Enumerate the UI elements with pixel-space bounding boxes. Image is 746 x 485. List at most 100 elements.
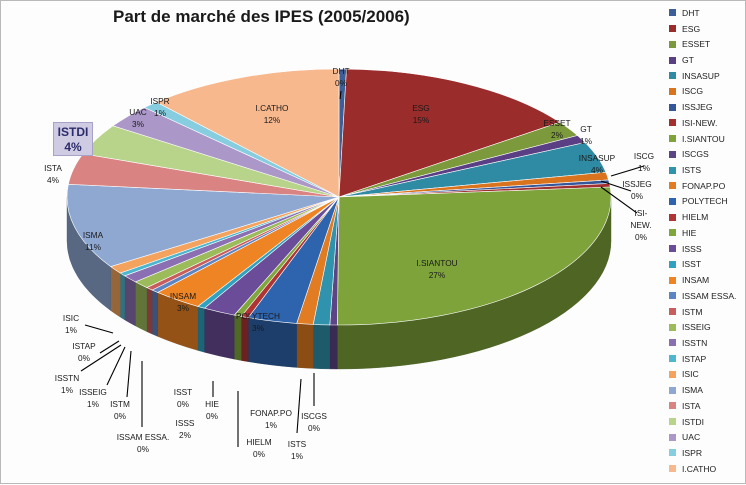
slice-label: I.SIANTOU 27% (416, 258, 457, 280)
legend-label: ESG (682, 23, 701, 34)
slice-label: ISTS 1% (288, 439, 307, 461)
legend-swatch (669, 87, 676, 95)
legend-item: FONAP.PO (669, 178, 745, 194)
slice-label: INSASUP 4% (579, 153, 616, 175)
legend-item: UAC (669, 429, 745, 445)
legend-swatch (669, 56, 676, 64)
slice-side (329, 324, 338, 370)
legend-label: ISTS (682, 165, 702, 176)
slice-label: ISCGS 0% (301, 411, 327, 433)
legend-label: UAC (682, 432, 701, 443)
legend-item: ISSEIG (669, 319, 745, 335)
slice-side (135, 281, 148, 332)
legend-item: ISSAM ESSA. (669, 288, 745, 304)
legend-item: I.CATHO (669, 461, 745, 477)
legend-label: ESSET (682, 39, 711, 50)
legend-label: INSAM (682, 275, 710, 286)
legend-swatch (669, 135, 676, 143)
slice-label: ISSJEG 0% (622, 179, 652, 201)
legend-label: ISTDI (682, 416, 704, 427)
legend-swatch (669, 40, 676, 48)
legend-swatch (669, 276, 676, 284)
slice-side (119, 272, 125, 321)
leader-line (600, 186, 638, 214)
legend-label: INSASUP (682, 70, 720, 81)
legend-item: GT (669, 52, 745, 68)
slice-label: HIELM 0% (246, 437, 271, 459)
legend-label: ISCGS (682, 149, 709, 160)
legend-swatch (669, 370, 676, 378)
slice-label: ISSTN 1% (55, 373, 79, 395)
slice-label: ISCG 1% (634, 151, 654, 173)
legend-label: GT (682, 55, 694, 66)
legend-swatch (669, 25, 676, 33)
slice-label: ISST 0% (174, 387, 192, 409)
legend-item: ESSET (669, 36, 745, 52)
legend-label: DHT (682, 7, 700, 18)
istdi-callout-value: 4% (64, 140, 82, 154)
legend-label: ISIC (682, 369, 699, 380)
legend-label: ISSEIG (682, 322, 711, 333)
slice-side (241, 316, 249, 362)
legend-item: ISSJEG (669, 99, 745, 115)
legend-label: ISI-NEW. (682, 117, 718, 128)
slice-side (204, 307, 235, 360)
legend-swatch (669, 292, 676, 300)
legend-item: INSAM (669, 272, 745, 288)
slice-label: ISI-NEW. 0% (630, 208, 651, 242)
legend-swatch (669, 260, 676, 268)
legend-item: I.SIANTOU (669, 131, 745, 147)
legend-swatch (669, 449, 676, 457)
slice-label: FONAP.PO 1% (250, 408, 292, 430)
slice-side (234, 314, 242, 361)
legend-swatch (669, 402, 676, 410)
slice-side (146, 287, 153, 335)
slice-label: ISSS 2% (176, 418, 195, 440)
legend-label: ISMA (682, 385, 704, 396)
slice-side (110, 266, 121, 318)
legend-label: I.SIANTOU (682, 133, 725, 144)
legend-item: ISTA (669, 398, 745, 414)
legend-label: ISTAP (682, 353, 707, 364)
istdi-callout-name: ISTDI (57, 125, 89, 139)
leader-line (80, 344, 122, 372)
slice-label: ISIC 1% (63, 313, 79, 335)
legend-item: ISIC (669, 367, 745, 383)
legend-item: ISST (669, 257, 745, 273)
slice-side (151, 289, 158, 337)
slice-label: ISTM 0% (110, 399, 130, 421)
legend-swatch (669, 355, 676, 363)
legend-swatch (669, 182, 676, 190)
legend-item: POLYTECH (669, 194, 745, 210)
slice-label: POLYTECH 3% (236, 311, 280, 333)
legend-item: ESG (669, 21, 745, 37)
legend-swatch (669, 150, 676, 158)
leader-line (339, 90, 342, 100)
legend-swatch (669, 213, 676, 221)
legend-swatch (669, 465, 676, 473)
leader-line (126, 350, 132, 398)
legend-label: I.CATHO (682, 463, 717, 474)
legend-swatch (669, 103, 676, 111)
slice-side (296, 323, 314, 369)
legend-label: ISTA (682, 400, 701, 411)
legend-item: HIE (669, 225, 745, 241)
legend-item: DHT (669, 5, 745, 21)
legend-label: ISSS (682, 243, 702, 254)
legend-label: ISSTN (682, 337, 708, 348)
legend-item: ISTAP (669, 351, 745, 367)
legend-swatch (669, 308, 676, 316)
legend-item: INSASUP (669, 68, 745, 84)
slice-label: HIE 0% (205, 399, 219, 421)
slice-side (197, 306, 205, 353)
legend-item: ISTS (669, 162, 745, 178)
slice-label: ESG 15% (412, 103, 430, 125)
legend-item: ISSS (669, 241, 745, 257)
legend-swatch (669, 245, 676, 253)
legend-item: ISMA (669, 382, 745, 398)
leader-line (600, 180, 632, 192)
slice-label: ESSET 2% (543, 118, 570, 140)
legend-label: HIE (682, 227, 697, 238)
slice-label: ISTAP 0% (72, 341, 96, 363)
